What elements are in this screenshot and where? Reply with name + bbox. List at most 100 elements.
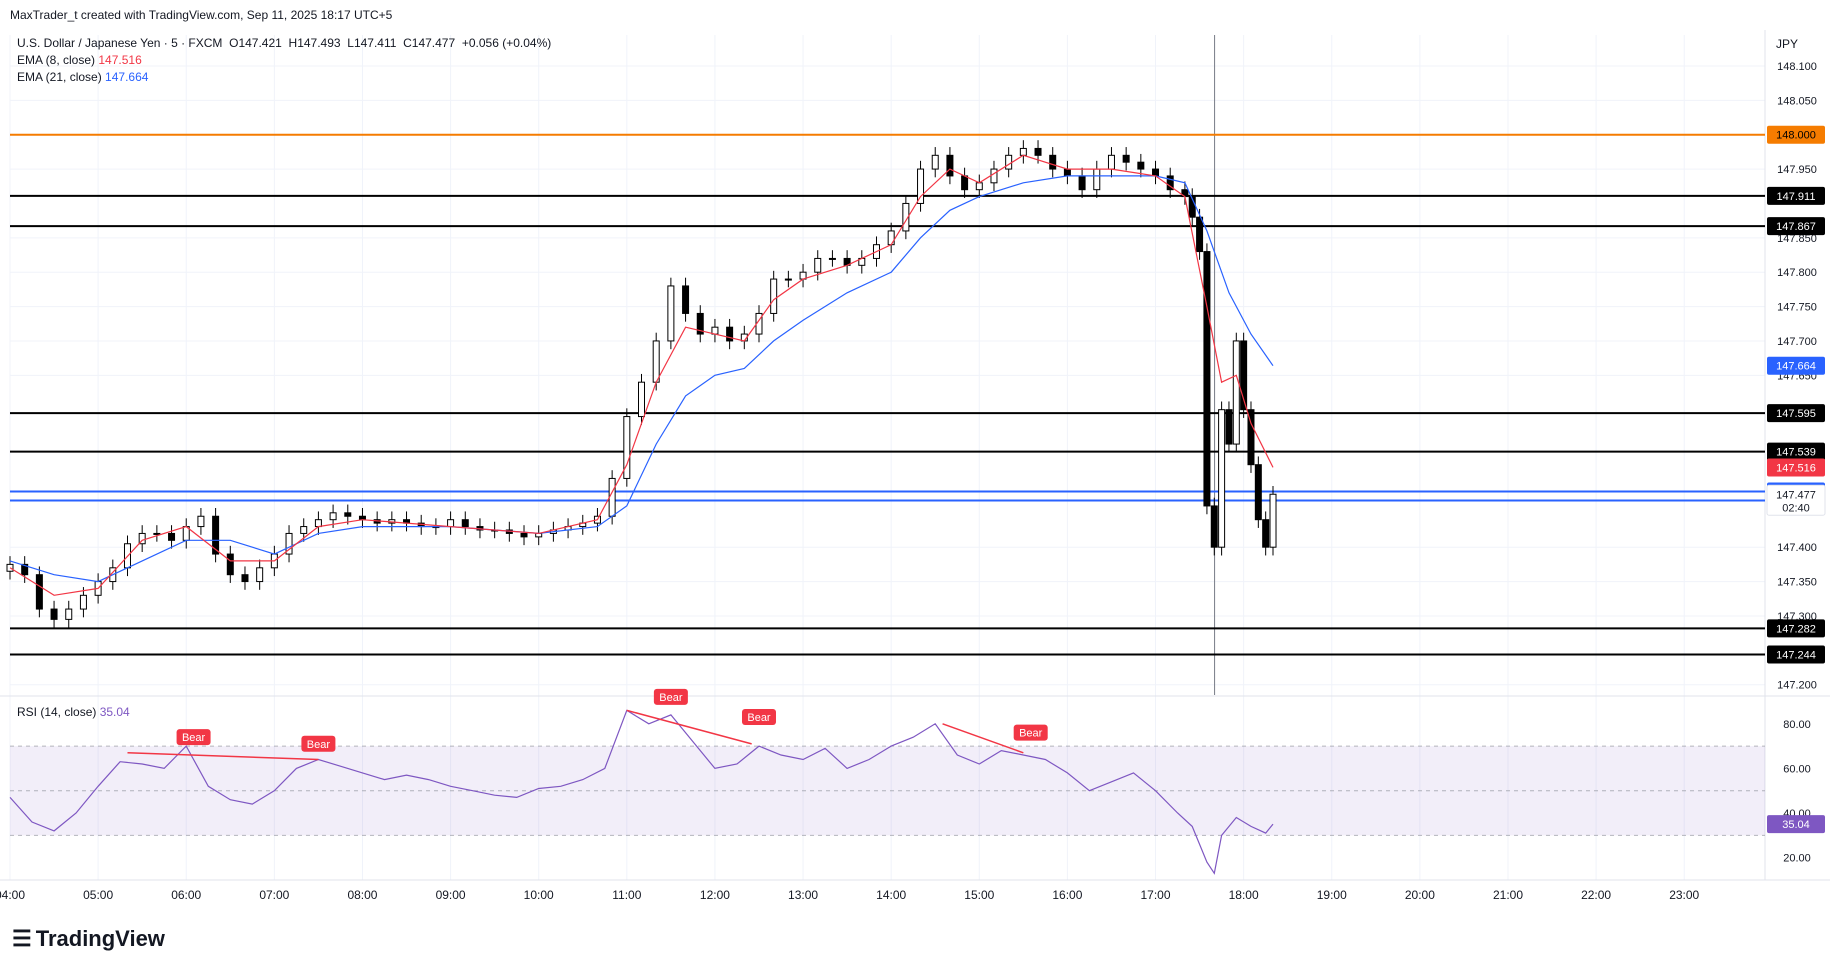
candle-body [887,230,895,246]
time-tick-label: 04:00 [0,888,25,902]
time-tick-label: 08:00 [347,888,377,902]
candle-body [241,574,249,583]
candle-body [21,563,29,576]
time-tick-label: 12:00 [700,888,730,902]
candle-body [652,340,660,383]
time-tick-label: 16:00 [1052,888,1082,902]
rsi-value: 35.04 [99,705,130,719]
candle-body [1188,196,1196,218]
price-tick-label: 147.350 [1777,577,1817,589]
bear-label-bg [176,729,211,746]
rsi-line [9,709,1274,875]
bear-label-bg [1013,724,1048,741]
level-badge-text: 148.000 [1776,130,1816,142]
creator-text: MaxTrader_t created with TradingView.com… [10,8,393,22]
candle-body [1093,168,1101,191]
candle-body [300,526,308,534]
candle-body [1254,464,1262,521]
rsi-legend[interactable]: RSI (14, close) 35.04 [17,705,130,719]
candle-body [1049,154,1057,170]
level-badge-bg [1767,186,1825,205]
candle-body [726,326,734,342]
candle-body [256,567,264,583]
rsi-value-badge: 35.04 [1767,815,1825,834]
candles [6,140,1277,628]
time-tick-label: 19:00 [1317,888,1347,902]
candle-body [682,285,690,314]
bear-label-bg [301,735,336,752]
candle-body [520,532,528,538]
level-badge-bg [1767,619,1825,638]
level-badge-bg [1767,125,1825,144]
level-badge-text: 147.282 [1776,623,1816,635]
candle-body [1240,340,1248,411]
candle-body [814,257,822,273]
time-tick-label: 05:00 [83,888,113,902]
candle-body [461,519,469,528]
candle-body [1019,147,1027,156]
candle-body [1137,161,1145,170]
candle-body [1225,409,1233,445]
level-badge: 147.867 [1767,217,1825,236]
countdown-text: 02:40 [1782,502,1810,514]
candle-body [638,381,646,418]
level-badge: 148.000 [1767,125,1825,144]
bear-label-bg [653,688,688,705]
candle-body [770,278,778,314]
candle-body [990,168,998,184]
rsi-band [10,746,1765,836]
level-badge: 147.244 [1767,645,1825,664]
high-value: 147.493 [297,36,341,50]
brand-name: TradingView [35,926,165,951]
currency-button[interactable]: JPY [1776,37,1799,51]
candle-body [285,532,293,555]
level-badge-text: 147.244 [1776,649,1816,661]
candle-body [1247,409,1255,466]
bear-label: Bear [1013,724,1048,741]
candle-body [1232,340,1240,445]
ema8-legend[interactable]: EMA (8, close) 147.516 [17,52,551,69]
bear-label-text: Bear [659,692,683,704]
time-tick-label: 18:00 [1229,888,1259,902]
tradingview-logo-icon: ☰ [12,926,32,951]
time-tick-label: 23:00 [1669,888,1699,902]
ema21-legend[interactable]: EMA (21, close) 147.664 [17,69,551,86]
ema21-line [9,175,1274,583]
rsi-value-badge-text: 35.04 [1782,819,1810,831]
price-tick-label: 147.950 [1777,164,1817,176]
bear-label: Bear [741,709,776,726]
candle-body [50,608,58,620]
bear-label-text: Bear [747,712,771,724]
candle-body [1218,409,1226,548]
low-value: 147.411 [353,36,397,50]
level-badge-bg [1767,217,1825,236]
candle-body [946,154,954,177]
bear-label-text: Bear [1019,728,1043,740]
rsi-value-badge-bg [1767,815,1825,834]
ema8-value: 147.516 [98,53,142,67]
last-price-text: 147.477 [1776,489,1816,501]
candle-body [314,519,322,528]
bear-label-text: Bear [182,732,206,744]
candle-body [79,594,87,610]
symbol-title[interactable]: U.S. Dollar / Japanese Yen · 5 · FXCM [17,36,223,50]
brand: ☰ TradingView [12,926,165,952]
candle-body [961,175,969,191]
ema21-badge-text: 147.664 [1776,361,1816,373]
rsi-label: RSI (14, close) [17,705,97,719]
price-tick-label: 147.850 [1777,233,1817,245]
level-badge-text: 147.911 [1777,191,1816,203]
price-tick-label: 147.400 [1777,542,1817,554]
time-tick-label: 21:00 [1493,888,1523,902]
ema8-line [9,154,1274,596]
level-badge: 147.282 [1767,619,1825,638]
candle-body [623,416,631,479]
level-badge-text: 147.595 [1776,408,1816,420]
low-label: L [347,36,354,50]
rsi-tick-label: 20.00 [1783,853,1811,865]
time-tick-label: 22:00 [1581,888,1611,902]
close-value: 147.477 [411,36,456,50]
candle-body [975,182,983,191]
candle-body [1005,154,1013,170]
